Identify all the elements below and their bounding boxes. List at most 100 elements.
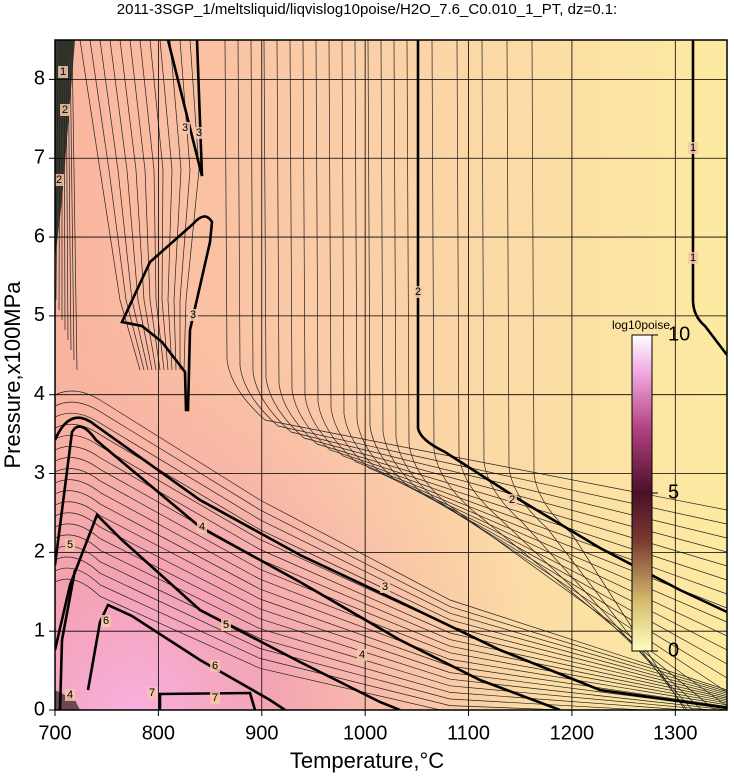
contour-line xyxy=(55,468,727,702)
contour-line xyxy=(531,40,686,710)
contour-label: 1 xyxy=(690,142,696,154)
contour-label-bg xyxy=(65,689,75,701)
contour-line xyxy=(169,40,182,371)
x-tick-label: 1200 xyxy=(550,722,595,744)
contour-line xyxy=(276,40,727,567)
contour-label: 3 xyxy=(196,127,202,139)
contour-line xyxy=(86,603,286,710)
contour-label: 2 xyxy=(509,494,515,506)
x-axis-label: Temperature,°C xyxy=(290,748,444,773)
contour-label: 6 xyxy=(103,615,109,627)
contour-line xyxy=(328,40,727,623)
contour-line xyxy=(416,40,727,614)
contour-label-bg xyxy=(60,104,70,116)
contour-line xyxy=(109,40,153,371)
contour-line xyxy=(55,434,727,697)
y-tick-label: 8 xyxy=(34,68,45,90)
y-tick-label: 7 xyxy=(34,147,45,169)
contour-line xyxy=(354,40,727,651)
contour-line xyxy=(139,40,165,371)
contour-label: 3 xyxy=(190,309,196,321)
colorbar-tick-label: 10 xyxy=(668,323,690,345)
contour-line xyxy=(55,416,727,710)
contour-line xyxy=(506,40,688,710)
contour-label-bg xyxy=(210,692,220,704)
colorbar-tick-label: 5 xyxy=(668,481,679,503)
contour-line xyxy=(55,412,727,694)
y-tick-label: 0 xyxy=(34,698,45,720)
contour-label-bg xyxy=(65,539,75,551)
contour-line xyxy=(158,691,257,710)
contour-line xyxy=(367,40,727,665)
contour-line xyxy=(393,40,727,693)
contour-line xyxy=(159,40,173,371)
contour-line xyxy=(55,40,59,301)
x-tick-label: 1300 xyxy=(653,722,698,744)
contour-label: 5 xyxy=(67,539,73,551)
contour-line xyxy=(63,40,66,331)
y-tick-label: 6 xyxy=(34,225,45,247)
contour-label-bg xyxy=(210,660,220,672)
contour-label: 4 xyxy=(359,649,365,661)
contour-line xyxy=(431,40,716,710)
contour-label-bg xyxy=(357,649,367,661)
y-tick-label: 2 xyxy=(34,541,45,563)
x-tick-label: 900 xyxy=(245,722,278,744)
contour-label-bg xyxy=(688,252,698,264)
contour-line xyxy=(55,390,727,691)
contour-line xyxy=(69,40,75,361)
contour-line xyxy=(237,40,727,525)
contour-label-bg xyxy=(147,687,157,699)
contour-label-bg xyxy=(180,122,190,134)
contour-label-bg xyxy=(58,66,68,78)
y-axis-label: Pressure,x100MPa xyxy=(0,281,25,469)
contour-line xyxy=(89,40,145,371)
contour-line xyxy=(55,401,727,692)
plot-frame xyxy=(54,39,728,711)
contour-line xyxy=(55,578,443,710)
contour-label: 2 xyxy=(62,104,68,116)
contour-line xyxy=(55,446,727,699)
y-tick-label: 3 xyxy=(34,462,45,484)
contour-line xyxy=(67,40,72,351)
contour-label: 3 xyxy=(382,581,388,593)
contour-line xyxy=(65,40,69,341)
contour-line xyxy=(55,545,691,710)
contour-line xyxy=(99,40,149,371)
y-tick-label: 4 xyxy=(34,383,45,405)
contour-line xyxy=(289,40,727,581)
contour-line xyxy=(456,40,703,710)
contour-line xyxy=(71,40,78,371)
contour-label-bg xyxy=(507,494,517,506)
contour-label-bg xyxy=(55,174,64,186)
contour-label: 7 xyxy=(212,692,218,704)
contour-label: 1 xyxy=(60,66,66,78)
colorbar-axis: 0 5 10 xyxy=(652,323,690,661)
contour-label-bg xyxy=(380,581,390,593)
contour-label-bg xyxy=(221,619,231,631)
contour-label: 4 xyxy=(199,521,205,533)
y-tick-label: 5 xyxy=(34,304,45,326)
contour-label: 2 xyxy=(415,286,421,298)
contour-label-bg xyxy=(194,127,204,139)
contour-line xyxy=(183,40,200,371)
contour-line xyxy=(691,40,727,356)
chart-title: 2011-3SGP_1/meltsliquid/liqvislog10poise… xyxy=(117,1,617,18)
contour-label-bg xyxy=(188,309,198,321)
background-shade xyxy=(55,40,727,710)
contour-label: 3 xyxy=(182,122,188,134)
contour-line xyxy=(341,40,727,637)
contour-line xyxy=(120,215,214,412)
major-contours xyxy=(55,40,727,710)
contour-line xyxy=(55,501,727,707)
contour-label: 7 xyxy=(149,687,155,699)
contour-label-bg xyxy=(688,142,698,154)
x-tick-label: 800 xyxy=(142,722,175,744)
contour-label-bg xyxy=(101,615,111,627)
contour-line xyxy=(55,479,727,704)
contour-line xyxy=(315,40,727,609)
